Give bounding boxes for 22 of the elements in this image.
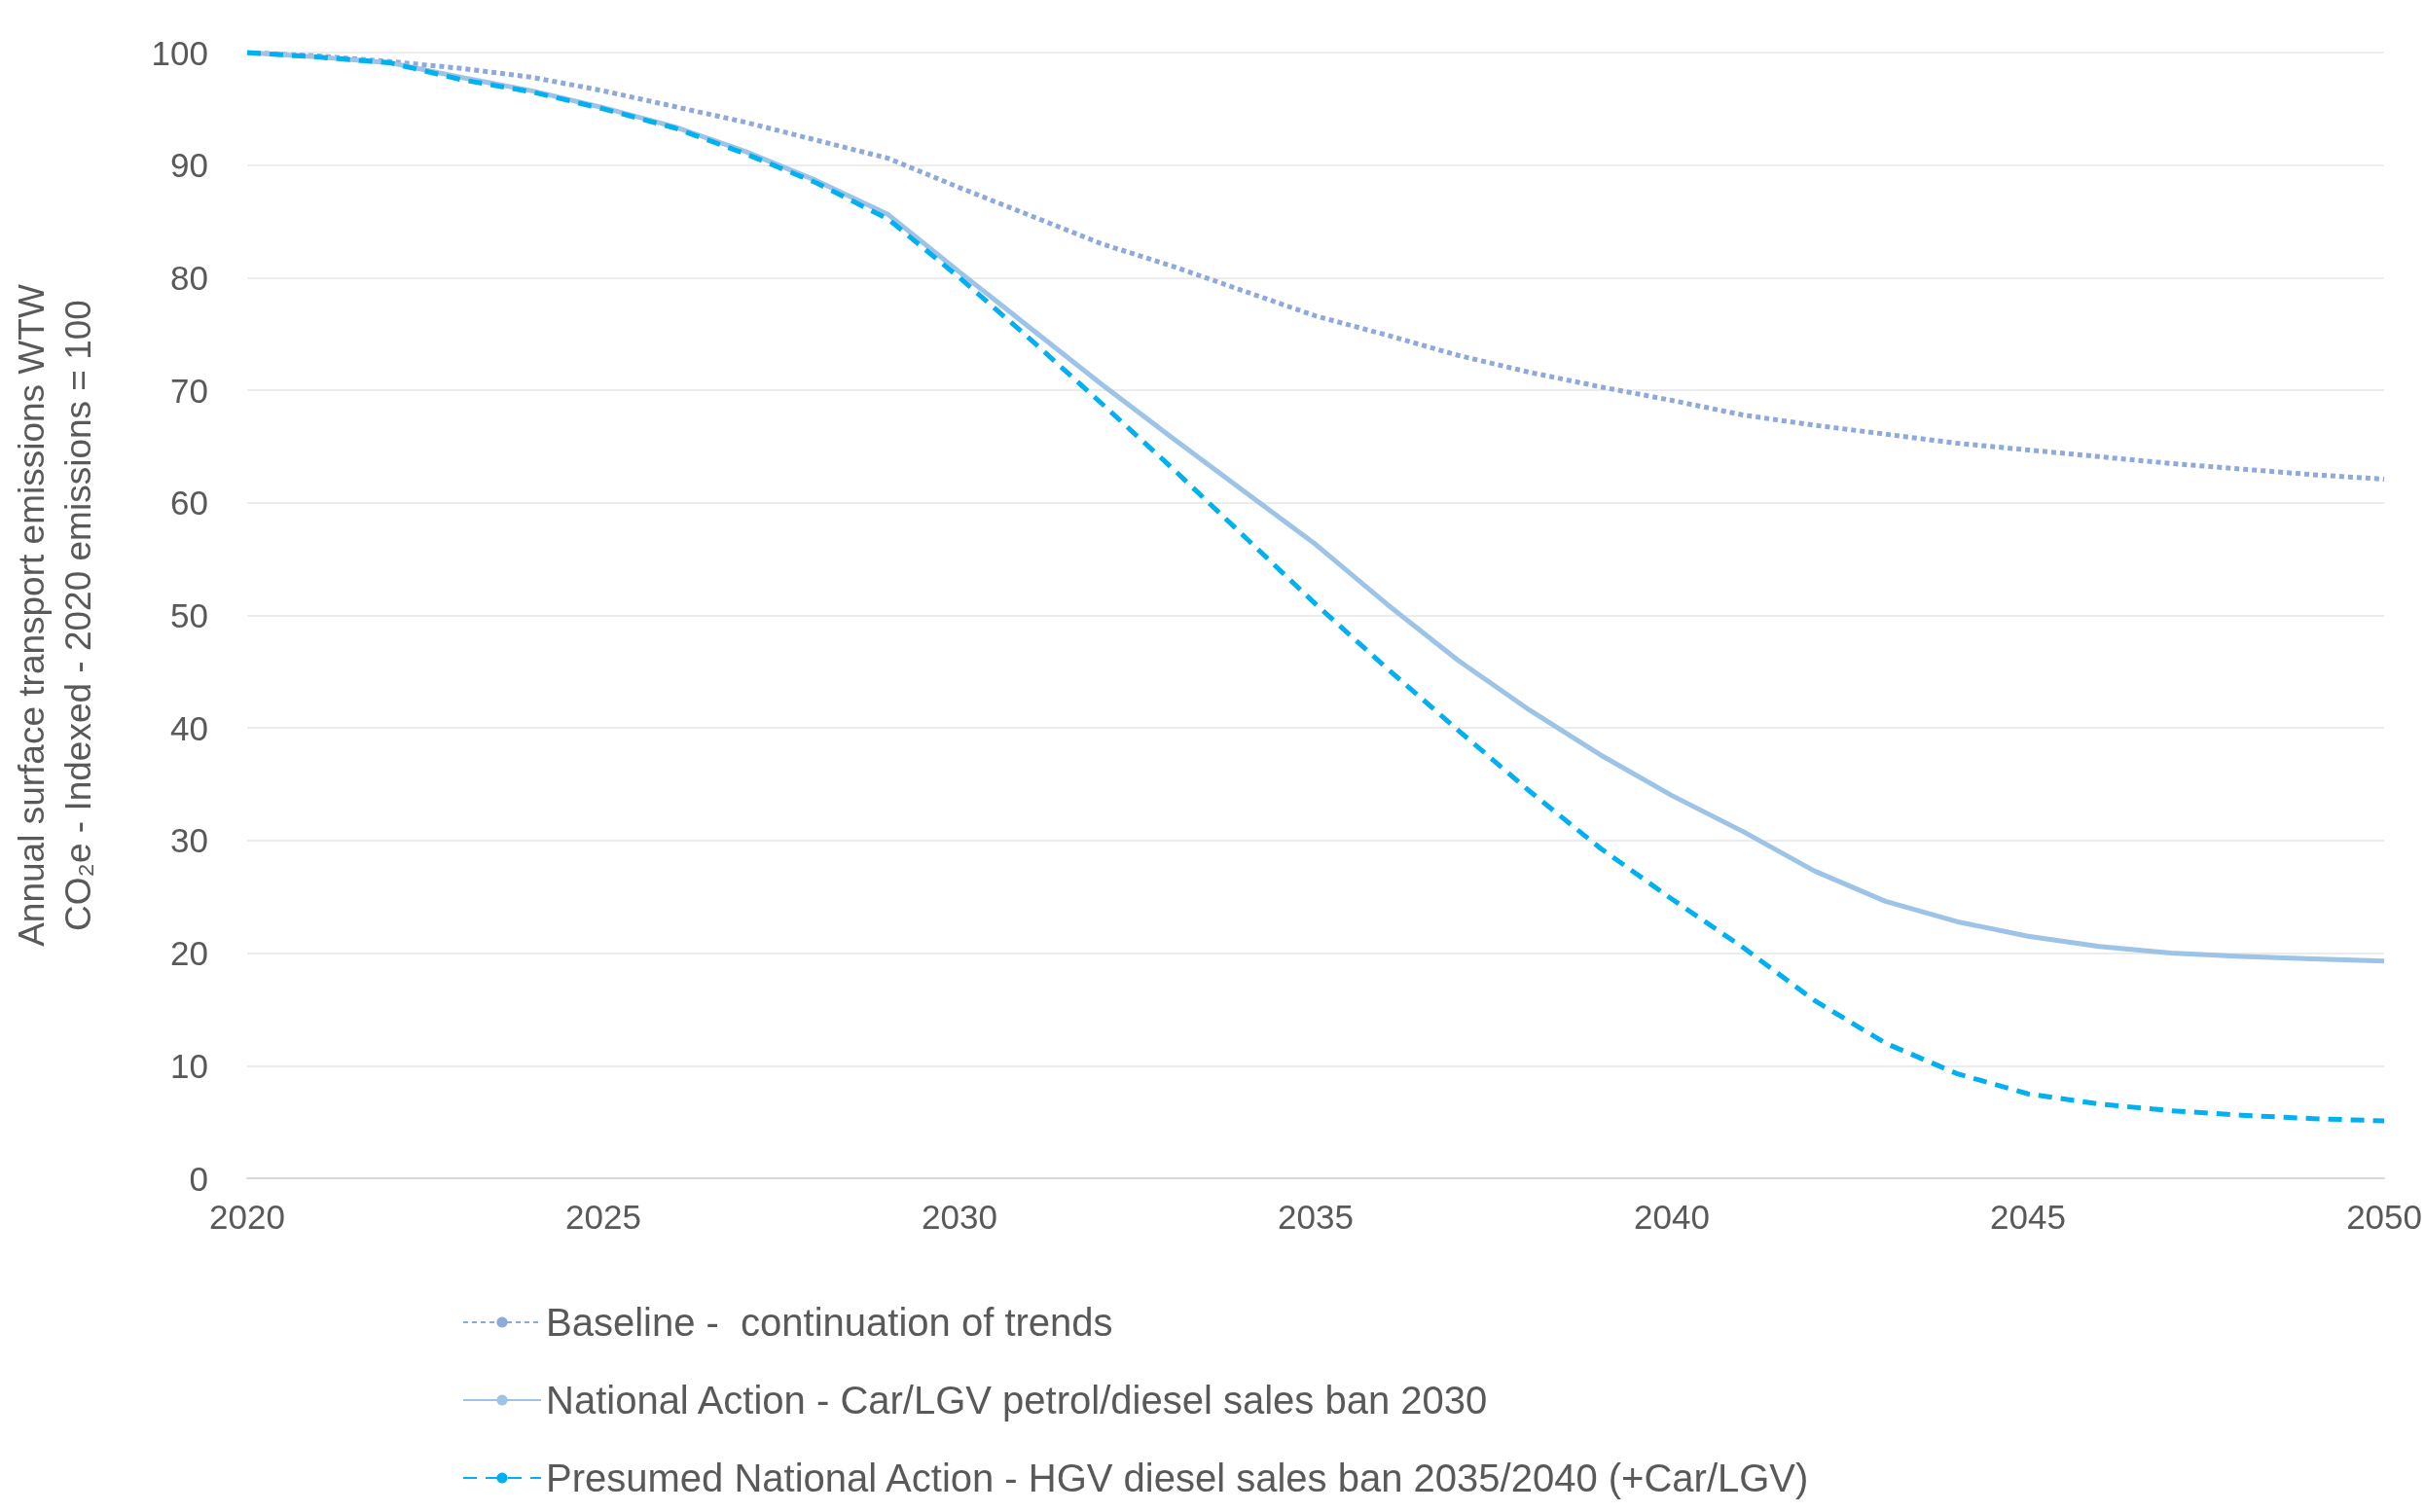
y-tick-label: 20 [170,934,208,973]
x-tick-label: 2045 [1990,1198,2066,1236]
x-tick-label: 2050 [2346,1198,2423,1236]
x-tick-label: 2035 [1278,1198,1354,1236]
y-tick-label: 10 [170,1046,208,1085]
y-tick-label: 0 [189,1159,208,1198]
legend-label: Baseline - continuation of trends [546,1301,1113,1344]
y-tick-label: 40 [170,708,208,747]
y-tick-label: 30 [170,821,208,860]
x-tick-label: 2030 [922,1198,997,1236]
y-tick-label: 60 [170,484,208,522]
y-tick-label: 70 [170,371,208,410]
y-tick-label: 50 [170,596,208,634]
x-tick-label: 2020 [209,1198,285,1236]
legend-label: Presumed National Action - HGV diesel sales ban 2035/2040 (+Car/LGV) [546,1457,1809,1499]
y-axis-title: Annual surface transport emissions WTW CO₂e - Indexed - 2020 emissions = 100 [11,284,98,947]
y-tick-label: 80 [170,258,208,297]
legend-label: National Action - Car/LGV petrol/diesel sales ban 2030 [546,1379,1488,1422]
y-tick-label: 100 [151,33,208,72]
y-tick-label: 90 [170,146,208,185]
x-tick-label: 2025 [565,1198,641,1236]
x-tick-label: 2040 [1634,1198,1710,1236]
